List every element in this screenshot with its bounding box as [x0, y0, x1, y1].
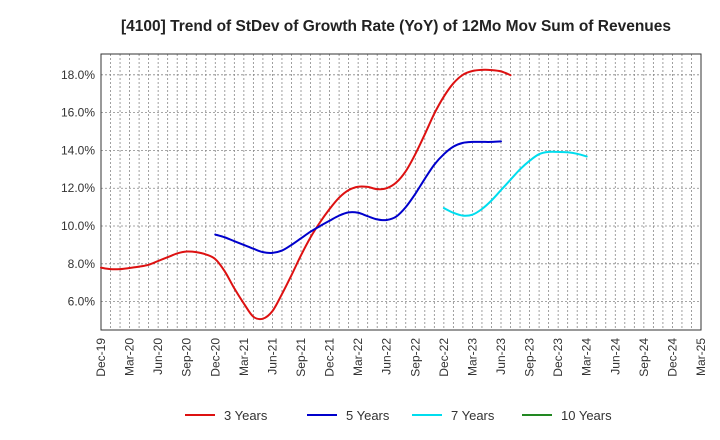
x-tick-label: Jun-23: [494, 338, 508, 375]
x-tick-label: Sep-20: [180, 338, 194, 377]
x-tick-label: Dec-22: [437, 338, 451, 377]
legend: 3 Years 5 Years 7 Years 10 Years: [185, 408, 612, 423]
x-tick-label: Dec-24: [665, 338, 679, 377]
legend-label-10-years: 10 Years: [561, 408, 612, 423]
y-tick-label: 6.0%: [68, 295, 96, 309]
legend-label-7-years: 7 Years: [451, 408, 495, 423]
gridlines: [101, 54, 701, 330]
x-tick-label: Sep-22: [408, 338, 422, 377]
series-line-3-years: [100, 68, 512, 321]
x-tick-label: Dec-23: [551, 338, 565, 377]
series-lines: [100, 68, 588, 321]
x-axis: Dec-19 Mar-20 Jun-20 Sep-20 Dec-20 Mar-21 Jun-…: [94, 338, 708, 377]
y-tick-label: 18.0%: [61, 68, 95, 82]
series-line-5-years: [214, 140, 502, 254]
x-tick-label: Mar-22: [351, 338, 365, 376]
y-tick-label: 14.0%: [61, 143, 95, 157]
x-tick-label: Sep-21: [294, 338, 308, 377]
x-tick-label: Dec-20: [208, 338, 222, 377]
x-tick-label: Jun-20: [151, 338, 165, 375]
series-line-7-years: [442, 150, 588, 217]
x-tick-label: Mar-25: [694, 338, 708, 376]
legend-label-3-years: 3 Years: [224, 408, 268, 423]
x-tick-label: Dec-19: [94, 338, 108, 377]
plot-frame: [100, 53, 702, 331]
x-tick-label: Jun-21: [265, 338, 279, 375]
x-tick-label: Mar-24: [580, 338, 594, 376]
y-tick-label: 16.0%: [61, 106, 95, 120]
y-tick-label: 8.0%: [68, 257, 96, 271]
x-tick-label: Dec-21: [323, 338, 337, 377]
plot-area: [101, 54, 701, 330]
legend-label-5-years: 5 Years: [346, 408, 390, 423]
x-tick-label: Mar-20: [123, 338, 137, 376]
x-tick-label: Mar-21: [237, 338, 251, 376]
x-tick-label: Mar-23: [465, 338, 479, 376]
y-tick-label: 12.0%: [61, 181, 95, 195]
y-tick-label: 10.0%: [61, 219, 95, 233]
x-tick-label: Sep-23: [523, 338, 537, 377]
y-axis: 6.0% 8.0% 10.0% 12.0% 14.0% 16.0% 18.0%: [61, 68, 95, 309]
x-tick-label: Jun-22: [380, 338, 394, 375]
chart-title: [4100] Trend of StDev of Growth Rate (Yo…: [121, 18, 671, 35]
x-tick-label: Sep-24: [637, 338, 651, 377]
x-tick-label: Jun-24: [608, 338, 622, 375]
